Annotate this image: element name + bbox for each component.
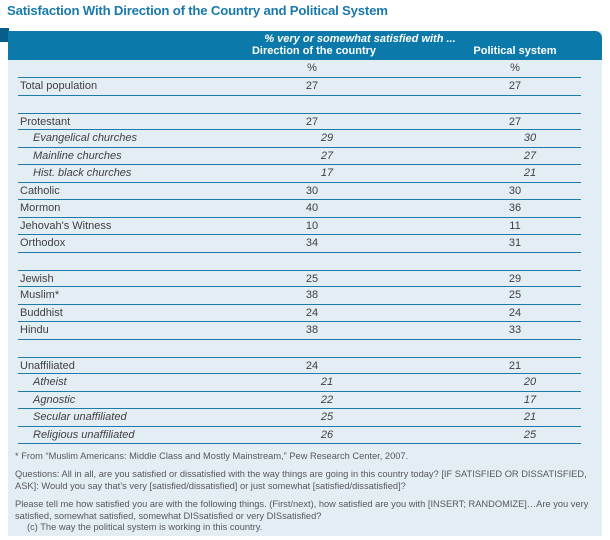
table-row: Hindu 38 33 xyxy=(18,322,581,340)
row-label: Jewish xyxy=(20,272,54,285)
value-political-system: 29 xyxy=(508,272,522,285)
table-panel: % very or somewhat satisfied with ... Di… xyxy=(8,31,602,536)
row-gap xyxy=(18,253,581,270)
value-political-system: 25 xyxy=(523,428,537,441)
band-accent-tab xyxy=(0,28,9,42)
row-label: Atheist xyxy=(33,376,67,388)
table-row: Orthodox 34 31 xyxy=(18,235,581,253)
footnotes: * From “Muslim Americans: Middle Class a… xyxy=(15,451,593,540)
value-political-system: 24 xyxy=(508,306,522,319)
unit-row: % % xyxy=(18,60,581,78)
table-row: Hist. black churches 17 21 xyxy=(18,165,581,183)
value-direction-of-country: 29 xyxy=(320,132,334,144)
row-label: Unaffiliated xyxy=(20,359,75,372)
table-row: Muslim* 38 25 xyxy=(18,287,581,305)
row-label: Total population xyxy=(20,80,98,92)
value-political-system: 31 xyxy=(508,237,522,249)
table-row: Jehovah's Witness 10 11 xyxy=(18,218,581,235)
table-row: Total population 27 27 xyxy=(18,78,581,96)
table-row: Protestant 27 27 xyxy=(18,112,581,130)
value-direction-of-country: 34 xyxy=(305,237,319,249)
value-direction-of-country: 24 xyxy=(305,359,319,372)
value-political-system: 30 xyxy=(508,184,522,197)
value-political-system: 21 xyxy=(523,411,537,423)
value-political-system: 33 xyxy=(508,324,522,336)
table-row: Secular unaffiliated 25 21 xyxy=(18,409,581,427)
page-title: Satisfaction With Direction of the Count… xyxy=(7,3,388,18)
footnote-questions-2: Please tell me how satisfied you are wit… xyxy=(15,499,593,533)
footnote-questions-2-text: Please tell me how satisfied you are wit… xyxy=(15,499,589,521)
value-political-system: 30 xyxy=(523,132,537,144)
row-gap xyxy=(18,96,581,113)
value-direction-of-country: 38 xyxy=(305,324,319,336)
value-direction-of-country: 17 xyxy=(320,167,334,179)
value-direction-of-country: 27 xyxy=(320,149,334,162)
value-political-system: 27 xyxy=(523,149,537,162)
row-label: Agnostic xyxy=(33,393,76,406)
value-direction-of-country: 27 xyxy=(305,80,319,92)
footnote-questions-2-item: (c) The way the political system is work… xyxy=(27,522,263,533)
table-row: Jewish 25 29 xyxy=(18,269,581,287)
table-row: Religious unaffiliated 26 25 xyxy=(18,427,581,444)
table-header-band: % very or somewhat satisfied with ... Di… xyxy=(8,31,602,60)
value-political-system: 21 xyxy=(508,359,522,372)
table-body: % % Total population 27 27 Protestant 27 27 Ev… xyxy=(18,60,581,444)
table-row: Agnostic 22 17 xyxy=(18,392,581,409)
value-political-system: 20 xyxy=(523,376,537,388)
row-label: Hindu xyxy=(20,324,49,336)
table-row: Catholic 30 30 xyxy=(18,183,581,200)
footnote-muslim-source: * From “Muslim Americans: Middle Class a… xyxy=(15,451,409,461)
value-direction-of-country: 40 xyxy=(305,202,319,214)
value-political-system: 21 xyxy=(523,167,537,179)
row-gap xyxy=(18,340,581,357)
value-political-system: 11 xyxy=(509,219,521,232)
table-row: Evangelical churches 29 30 xyxy=(18,130,581,148)
footnote-questions-1: Questions: All in all, are you satisfied… xyxy=(15,469,587,491)
table-row: Mainline churches 27 27 xyxy=(18,148,581,165)
row-label: Buddhist xyxy=(20,306,63,319)
unit-direction: % xyxy=(307,62,317,74)
value-political-system: 25 xyxy=(508,289,522,301)
value-direction-of-country: 27 xyxy=(305,115,319,128)
table-row: Unaffiliated 24 21 xyxy=(18,356,581,374)
row-label: Protestant xyxy=(20,115,71,128)
value-political-system: 27 xyxy=(508,115,522,128)
value-direction-of-country: 24 xyxy=(305,306,319,319)
row-label: Jehovah's Witness xyxy=(20,219,112,232)
column-group-label: % very or somewhat satisfied with ... xyxy=(264,33,456,45)
value-direction-of-country: 26 xyxy=(320,428,334,441)
value-political-system: 36 xyxy=(508,202,522,214)
unit-political: % xyxy=(510,62,520,74)
row-label: Mormon xyxy=(20,202,61,214)
value-political-system: 17 xyxy=(523,393,537,406)
value-direction-of-country: 38 xyxy=(305,289,319,301)
column-header-direction-of-country: Direction of the country xyxy=(251,45,377,57)
row-label: Evangelical churches xyxy=(33,132,137,144)
column-header-political-system: Political system xyxy=(473,45,557,57)
value-direction-of-country: 21 xyxy=(320,376,334,388)
row-label: Muslim* xyxy=(20,289,60,301)
table-row: Buddhist 24 24 xyxy=(18,305,581,322)
value-direction-of-country: 30 xyxy=(305,184,319,197)
table-row: Mormon 40 36 xyxy=(18,200,581,218)
table-row: Atheist 21 20 xyxy=(18,374,581,392)
row-label: Orthodox xyxy=(20,237,66,249)
row-label: Mainline churches xyxy=(33,149,122,162)
row-label: Hist. black churches xyxy=(33,167,132,179)
row-label: Religious unaffiliated xyxy=(33,428,135,441)
value-direction-of-country: 25 xyxy=(320,411,334,423)
value-political-system: 27 xyxy=(508,80,522,92)
value-direction-of-country: 10 xyxy=(305,219,319,232)
value-direction-of-country: 25 xyxy=(305,272,319,285)
value-direction-of-country: 22 xyxy=(320,393,334,406)
row-label: Catholic xyxy=(20,184,60,197)
row-label: Secular unaffiliated xyxy=(33,411,127,423)
